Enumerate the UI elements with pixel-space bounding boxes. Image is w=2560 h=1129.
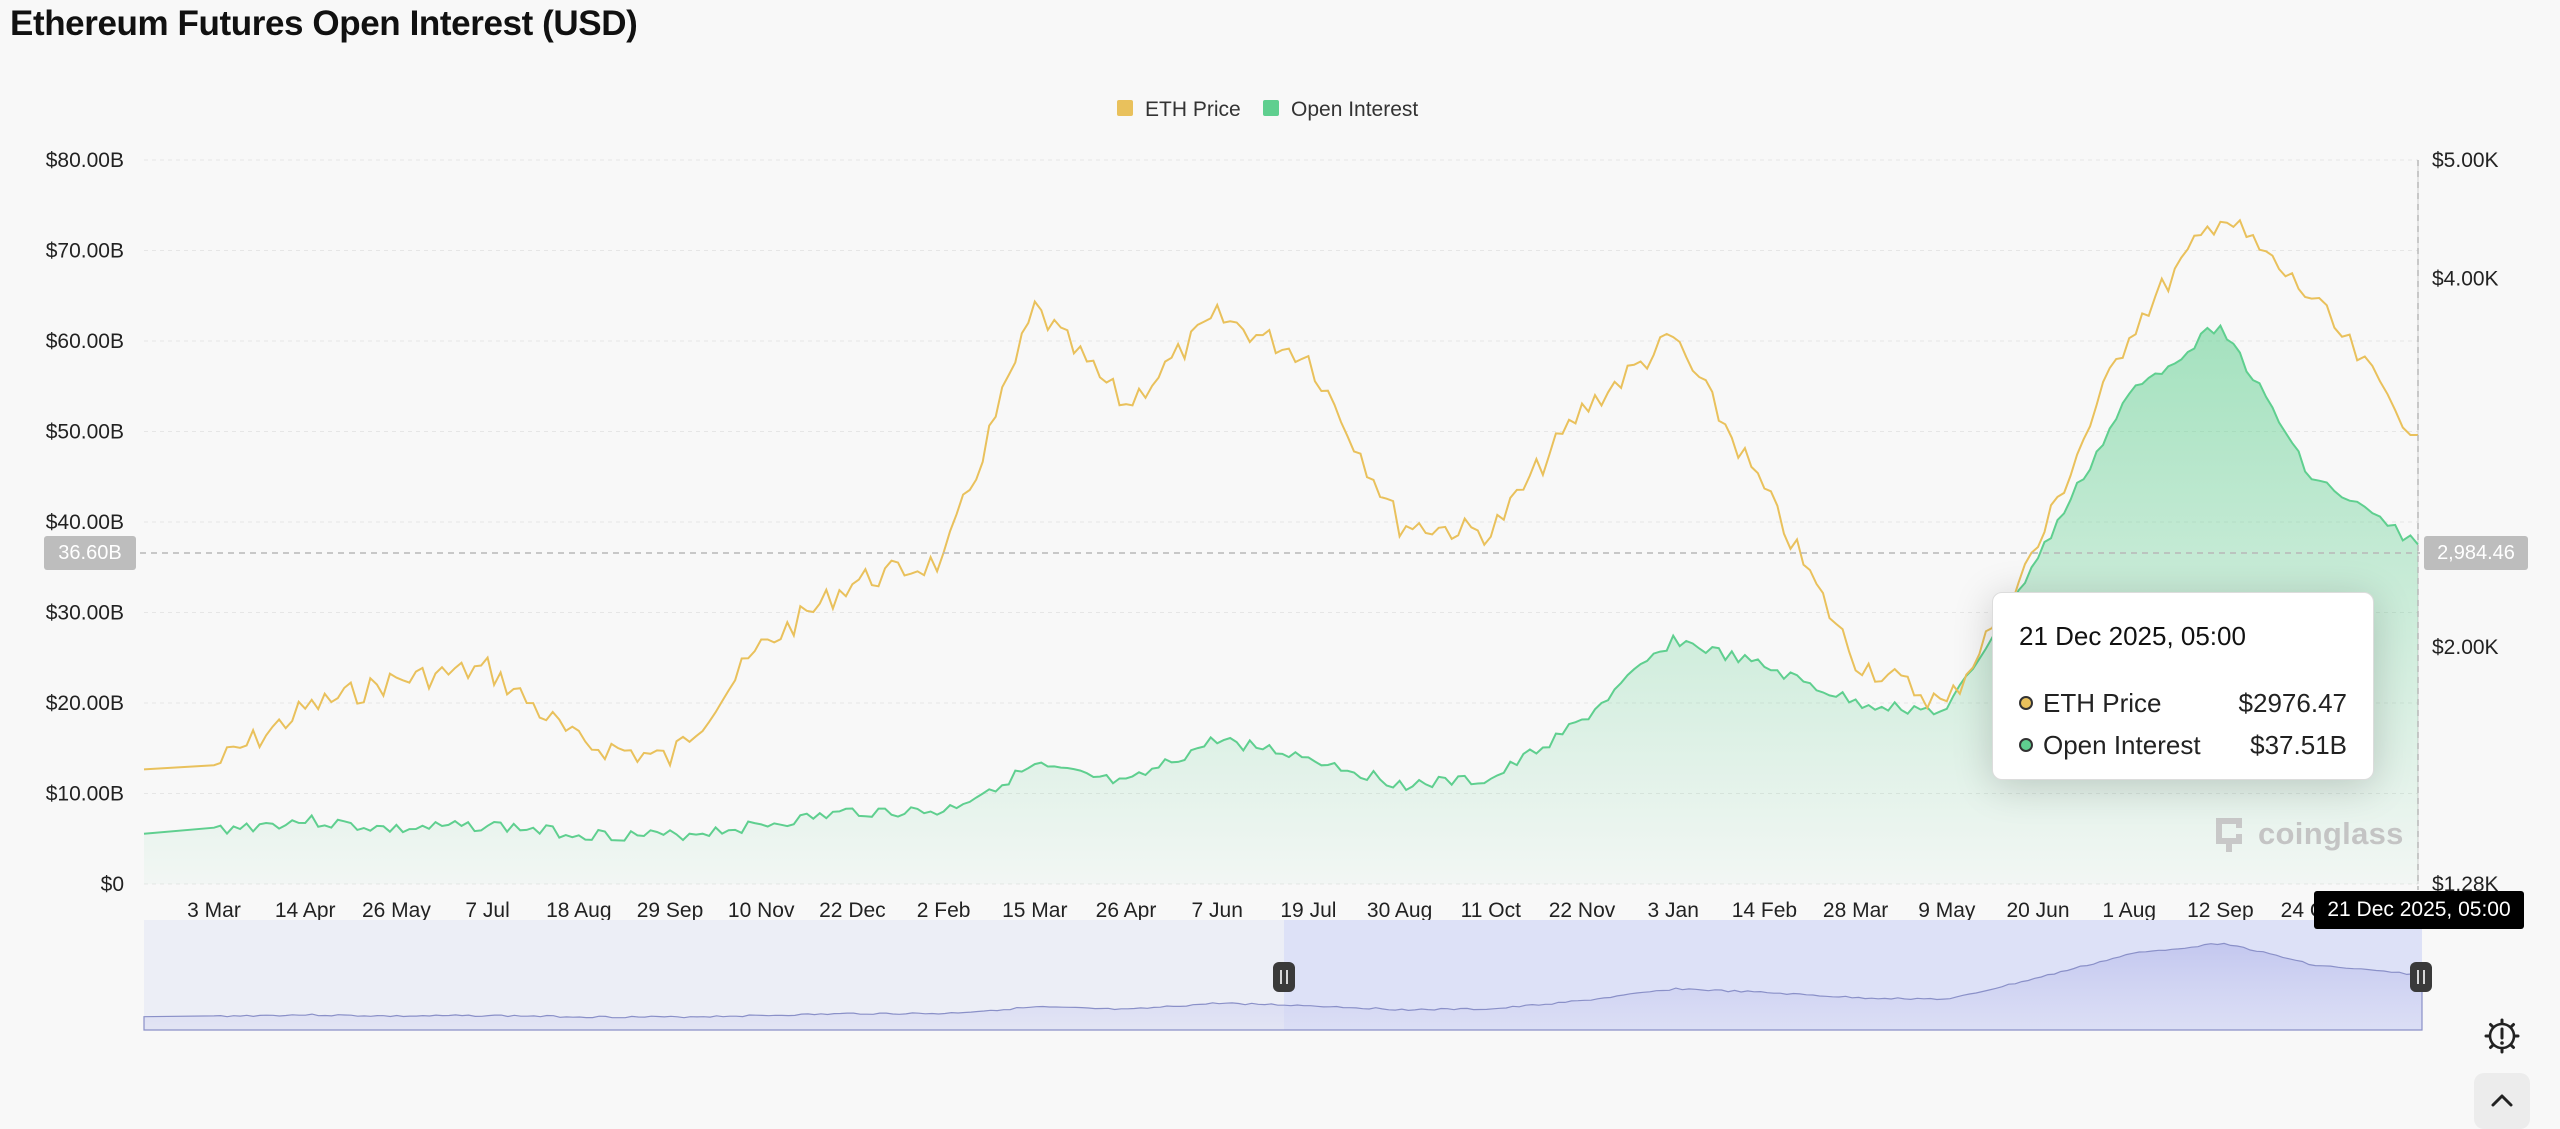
x-tick-label: 14 Apr [275, 899, 336, 922]
tooltip-label-open-interest: Open Interest [2043, 729, 2201, 760]
y-right-tick-label: $2.00K [2432, 636, 2499, 659]
chart-title: Ethereum Futures Open Interest (USD) [10, 4, 638, 43]
x-tick-label: 18 Aug [546, 899, 611, 922]
tooltip-dot-eth-price [2019, 696, 2033, 710]
tooltip-row-open-interest: Open Interest $37.51B [2019, 724, 2347, 766]
x-tick-label: 29 Sep [637, 899, 704, 922]
legend-label-eth-price: ETH Price [1145, 98, 1241, 121]
range-navigator[interactable] [143, 920, 2432, 1031]
coinglass-logo-icon [2210, 814, 2248, 854]
x-axis: 3 Mar 14 Apr 26 May 7 Jul 18 Aug 29 Sep 10 Nov… [187, 899, 2343, 922]
watermark-text: coinglass [2258, 816, 2404, 851]
y-left-tick-label: $50.00B [46, 421, 124, 444]
chevron-up-icon [2491, 1094, 2513, 1107]
x-tick-label: 14 Feb [1732, 899, 1797, 922]
crosshair-date-label: 21 Dec 2025, 05:00 [2314, 891, 2524, 929]
x-tick-label: 26 Apr [1096, 899, 1157, 922]
navigator-left-handle[interactable] [1273, 962, 1295, 992]
y-left-tick-label: $20.00B [46, 692, 124, 715]
crosshair-left-value: 36.60B [44, 536, 136, 570]
alert-settings-button[interactable] [2474, 1008, 2530, 1064]
y-axis-right: $1.28K $2.00K $4.00K $5.00K [2432, 149, 2499, 896]
x-tick-label: 7 Jul [465, 899, 509, 922]
x-tick-label: 20 Jun [2006, 899, 2069, 922]
legend-item-eth-price[interactable]: ETH Price [1117, 98, 1241, 121]
x-tick-label: 9 May [1918, 899, 1976, 922]
open-interest-line [143, 323, 2419, 842]
y-right-tick-label: $5.00K [2432, 149, 2499, 172]
y-left-tick-label: $60.00B [46, 330, 124, 353]
x-tick-label: 3 Jan [1648, 899, 1699, 922]
y-left-tick-label: $10.00B [46, 783, 124, 806]
x-tick-label: 7 Jun [1192, 899, 1243, 922]
x-tick-label: 10 Nov [728, 899, 795, 922]
x-tick-label: 26 May [362, 899, 431, 922]
watermark: coinglass [2210, 814, 2404, 854]
tooltip-value-eth-price: $2976.47 [2238, 687, 2347, 718]
x-tick-label: 28 Mar [1823, 899, 1888, 922]
x-tick-label: 15 Mar [1002, 899, 1067, 922]
legend-swatch-eth-price [1117, 100, 1133, 116]
y-right-tick-label: $4.00K [2432, 268, 2499, 291]
legend: ETH Price Open Interest [1117, 98, 1418, 121]
collapse-button[interactable] [2474, 1073, 2530, 1129]
open-interest-area [144, 325, 2418, 885]
y-left-tick-label: $30.00B [46, 602, 124, 625]
x-tick-label: 30 Aug [1367, 899, 1432, 922]
tooltip-row-eth-price: ETH Price $2976.47 [2019, 682, 2347, 724]
alert-gear-icon [2484, 1018, 2520, 1054]
navigator-area [143, 942, 2423, 1031]
legend-item-open-interest[interactable]: Open Interest [1263, 98, 1418, 121]
x-tick-label: 19 Jul [1280, 899, 1336, 922]
tooltip-value-open-interest: $37.51B [2250, 729, 2347, 760]
navigator-right-handle[interactable] [2410, 962, 2432, 992]
y-left-tick-label: $0 [101, 873, 124, 896]
y-left-tick-label: $70.00B [46, 240, 124, 263]
x-tick-label: 22 Dec [819, 899, 886, 922]
y-left-tick-label: $80.00B [46, 149, 124, 172]
y-left-tick-label: $40.00B [46, 511, 124, 534]
y-axis-left: $0 $10.00B $20.00B $30.00B $40.00B $50.00B $60… [46, 149, 124, 896]
x-tick-label: 2 Feb [917, 899, 971, 922]
x-tick-label: 1 Aug [2102, 899, 2156, 922]
x-tick-label: 22 Nov [1549, 899, 1616, 922]
legend-swatch-open-interest [1263, 100, 1279, 116]
x-tick-label: 11 Oct [1461, 899, 1521, 922]
x-tick-label: 12 Sep [2187, 899, 2254, 922]
crosshair-right-value: 2,984.46 [2424, 536, 2528, 570]
tooltip-dot-open-interest [2019, 738, 2033, 752]
x-tick-label: 3 Mar [187, 899, 241, 922]
eth-price-line [143, 218, 2418, 771]
y-right-tick-label: $1.28K [2432, 873, 2499, 896]
tooltip-date: 21 Dec 2025, 05:00 [2019, 621, 2246, 651]
tooltip: 21 Dec 2025, 05:00 ETH Price $2976.47 Op… [1992, 592, 2374, 780]
tooltip-label-eth-price: ETH Price [2043, 687, 2162, 718]
legend-label-open-interest: Open Interest [1291, 98, 1418, 121]
